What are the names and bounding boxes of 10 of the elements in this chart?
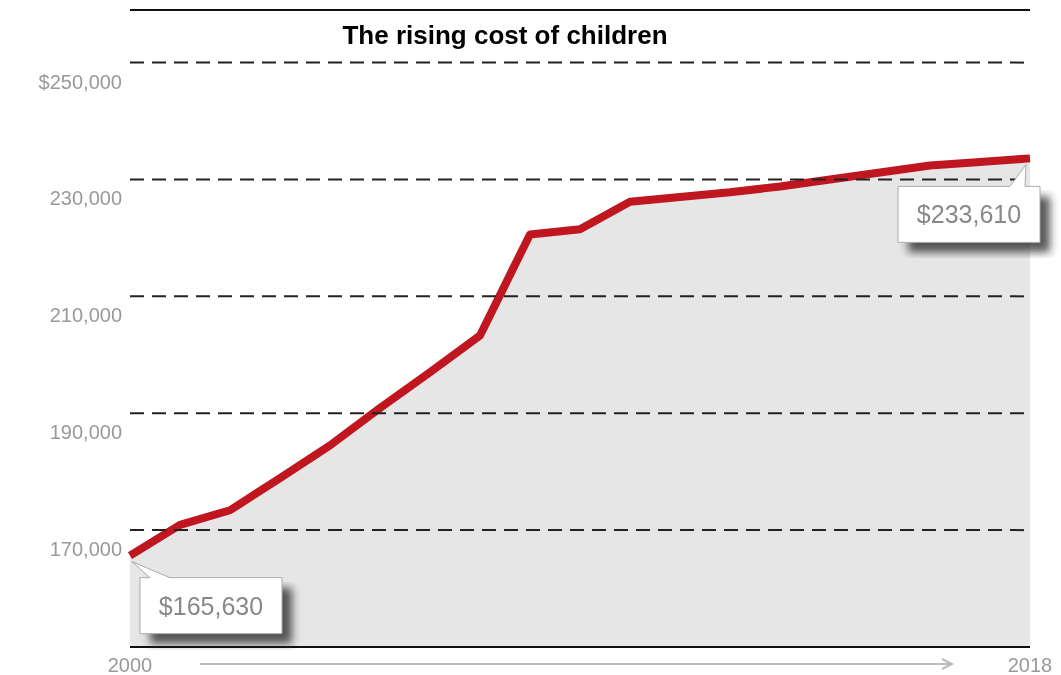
data-label: $165,630 <box>158 591 264 620</box>
chart-title: The rising cost of children <box>342 20 668 50</box>
data-label: $233,610 <box>916 200 1022 229</box>
y-tick-label: 190,000 <box>49 421 122 444</box>
y-tick-label: 210,000 <box>49 304 122 327</box>
y-tick-label: $250,000 <box>38 70 122 93</box>
x-tick-label: 2000 <box>107 654 153 675</box>
y-tick-label: 170,000 <box>49 538 122 561</box>
y-tick-label: 230,000 <box>49 187 122 210</box>
x-tick-label: 2018 <box>1007 654 1053 675</box>
